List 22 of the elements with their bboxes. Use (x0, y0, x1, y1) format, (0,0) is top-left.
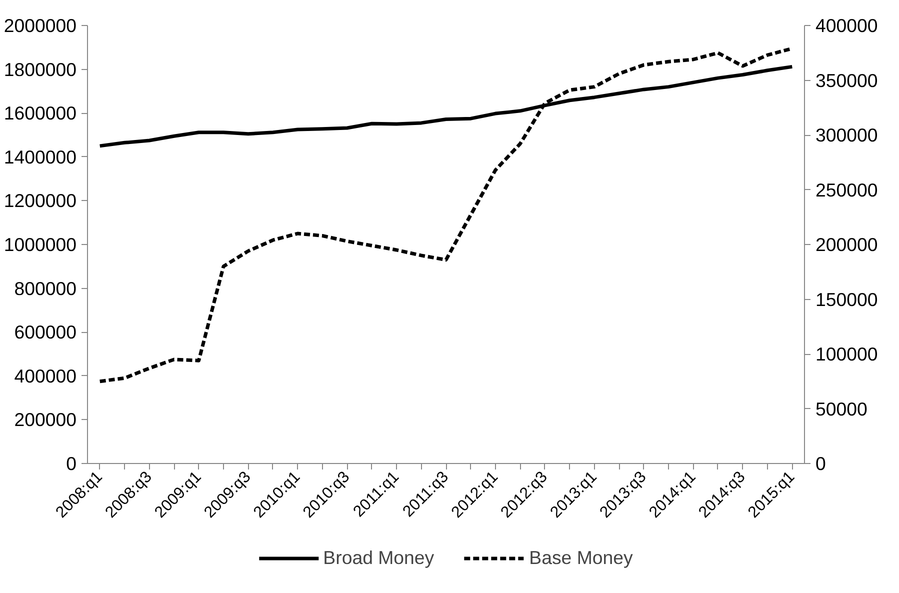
y2-tick-label: 100000 (816, 344, 878, 364)
y-tick-label: 1800000 (4, 58, 77, 80)
y-tick-label: 400000 (14, 365, 77, 386)
y2-tick-label: 350000 (816, 70, 878, 91)
y-tick-label: 1200000 (4, 190, 77, 212)
y2-tick-label: 50000 (816, 398, 868, 420)
y-tick-label: 1400000 (4, 146, 77, 168)
y2-tick-label: 300000 (816, 124, 878, 146)
y-tick-label: 800000 (14, 278, 77, 299)
y-tick-label: 1000000 (4, 234, 77, 255)
legend-label: Broad Money (323, 546, 434, 568)
y2-tick-label: 250000 (816, 179, 878, 200)
y2-tick-label: 0 (816, 453, 826, 474)
y2-tick-label: 400000 (816, 15, 878, 36)
y-tick-label: 1600000 (4, 102, 77, 124)
y-tick-label: 600000 (14, 322, 77, 343)
y-tick-label: 0 (66, 453, 77, 474)
legend-label: Base Money (529, 546, 633, 568)
y2-tick-label: 200000 (816, 234, 878, 255)
y-tick-label: 200000 (14, 409, 77, 430)
y-tick-label: 2000000 (4, 15, 77, 36)
y2-tick-label: 150000 (816, 288, 878, 310)
